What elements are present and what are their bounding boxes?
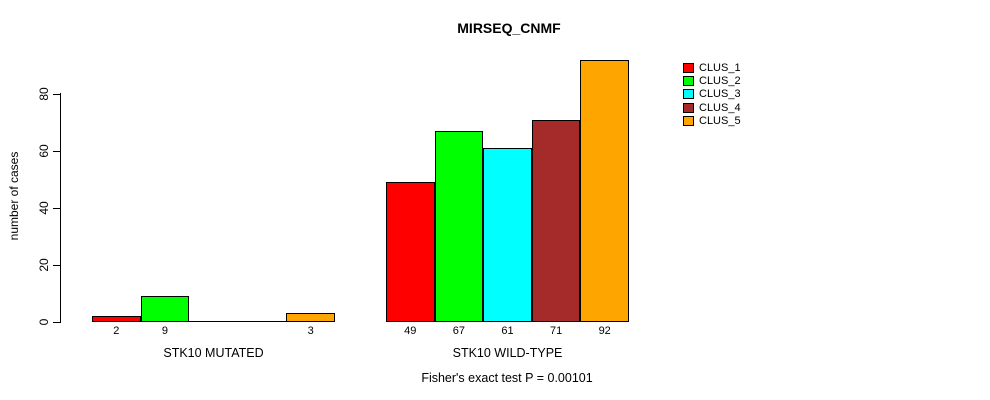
bar xyxy=(92,316,141,322)
legend: CLUS_1 CLUS_2 CLUS_3 CLUS_4 CLUS_5 xyxy=(683,61,741,127)
group-label-wild-type: STK10 WILD-TYPE xyxy=(452,346,563,360)
bar xyxy=(580,60,629,322)
legend-label: CLUS_4 xyxy=(699,101,741,114)
y-tick-label: 80 xyxy=(37,87,51,101)
bar xyxy=(434,131,484,322)
legend-item: CLUS_3 xyxy=(683,88,741,101)
bar-value-label: 67 xyxy=(452,325,466,337)
legend-swatch xyxy=(683,75,694,86)
legend-item: CLUS_5 xyxy=(683,114,741,127)
bar xyxy=(286,313,335,322)
y-tick-label: 20 xyxy=(37,258,51,272)
bar-value-label: 61 xyxy=(501,325,514,337)
bar-value-label: 9 xyxy=(161,325,168,337)
legend-swatch xyxy=(683,115,694,126)
y-tick-label: 60 xyxy=(37,144,51,158)
y-tick xyxy=(53,94,60,95)
legend-label: CLUS_1 xyxy=(699,61,741,74)
bar-value-label: 2 xyxy=(113,325,120,337)
legend-swatch xyxy=(683,89,694,100)
legend-swatch xyxy=(683,102,694,113)
bar-value-label: 49 xyxy=(404,325,417,337)
y-tick xyxy=(53,322,60,323)
fisher-test-annotation: Fisher's exact test P = 0.00101 xyxy=(421,371,593,385)
y-tick-label: 40 xyxy=(37,201,51,215)
y-tick xyxy=(53,265,60,266)
legend-label: CLUS_3 xyxy=(699,88,741,101)
y-tick-label: 0 xyxy=(37,318,51,326)
bar-value-label: 71 xyxy=(549,325,563,337)
bar-value-label: 92 xyxy=(598,325,611,337)
bar xyxy=(531,120,581,322)
legend-label: CLUS_5 xyxy=(699,114,741,127)
y-axis-line xyxy=(60,93,61,323)
group-label-mutated: STK10 MUTATED xyxy=(163,346,264,360)
legend-item: CLUS_2 xyxy=(683,74,741,87)
y-tick xyxy=(53,208,60,209)
legend-label: CLUS_2 xyxy=(699,74,741,87)
legend-item: CLUS_1 xyxy=(683,61,741,74)
legend-swatch xyxy=(683,62,694,73)
chart-title: MIRSEQ_CNMF xyxy=(457,20,561,36)
y-axis-label: number of cases xyxy=(7,151,21,241)
bar xyxy=(386,182,435,322)
bar-value-label: 3 xyxy=(307,325,314,337)
legend-item: CLUS_4 xyxy=(683,101,741,114)
bar-zero xyxy=(237,321,287,322)
bar-zero xyxy=(189,321,238,322)
y-tick xyxy=(53,151,60,152)
bar xyxy=(140,296,190,322)
bar xyxy=(483,148,532,322)
